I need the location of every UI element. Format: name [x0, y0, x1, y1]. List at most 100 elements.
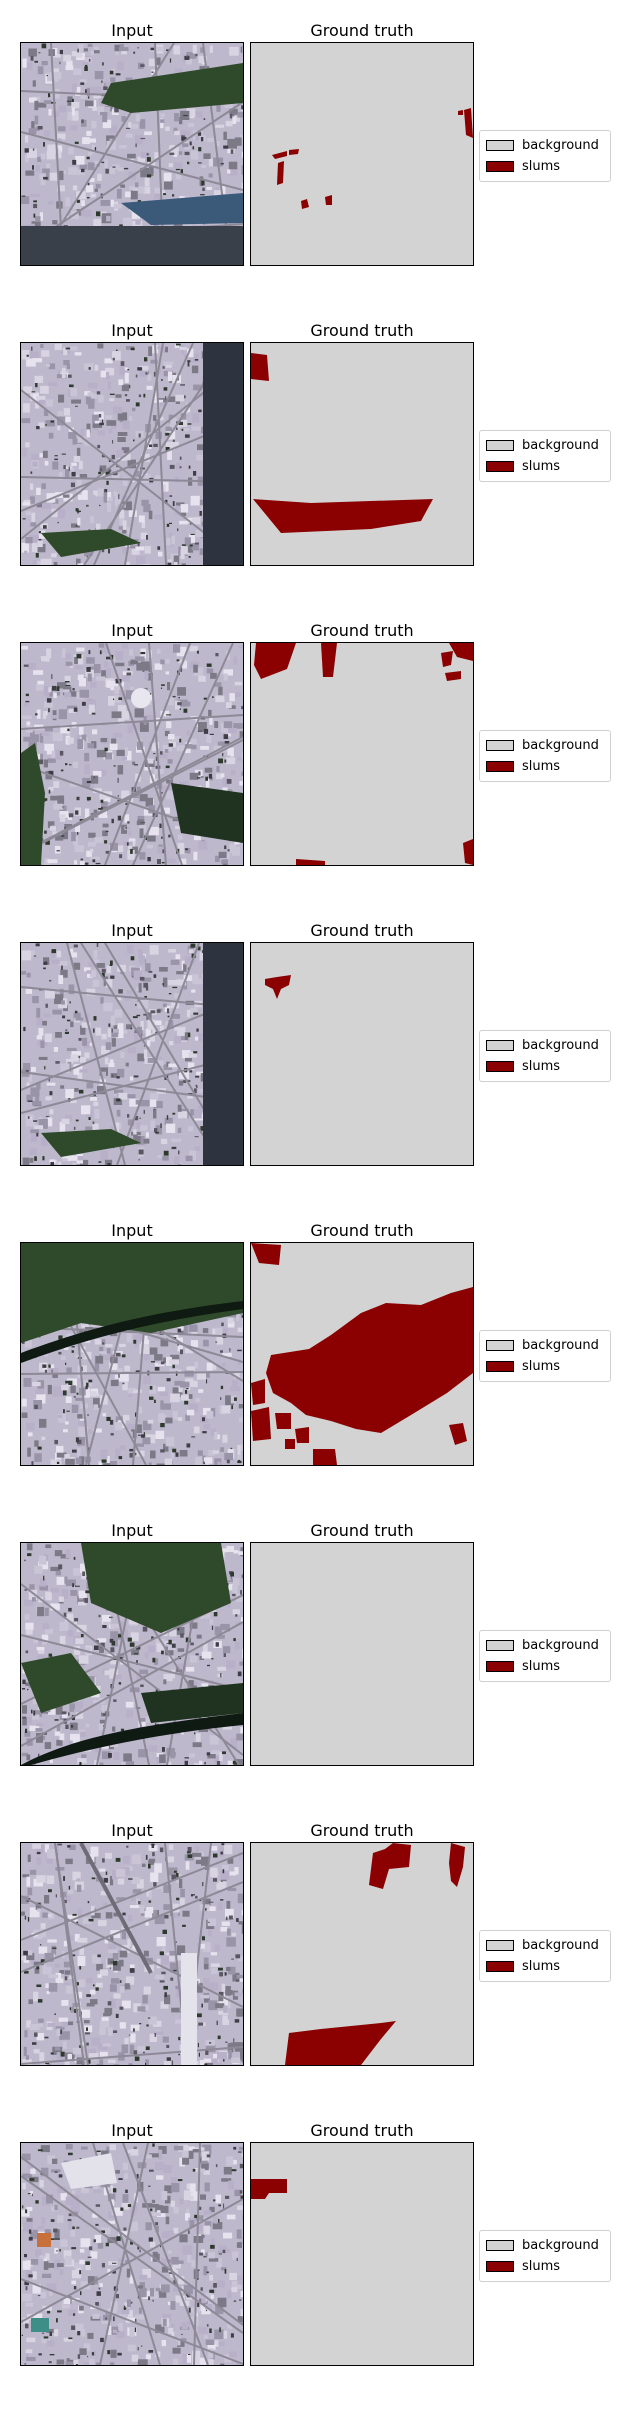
input-image-panel	[20, 42, 244, 266]
slum-region	[285, 1439, 295, 1449]
legend-label: slums	[522, 159, 560, 174]
legend-swatch	[486, 761, 514, 772]
legend-swatch	[486, 2261, 514, 2272]
legend-swatch	[486, 140, 514, 151]
legend-item-slums: slums	[486, 757, 560, 775]
ground-truth-mask	[251, 943, 473, 1165]
ground-truth-panel	[250, 1242, 474, 1466]
ground-truth-title: Ground truth	[250, 1821, 474, 1841]
legend-label: background	[522, 1638, 599, 1653]
ground-truth-title: Ground truth	[250, 2121, 474, 2141]
structure	[181, 1953, 197, 2065]
legend-label: background	[522, 1038, 599, 1053]
legend-swatch	[486, 740, 514, 751]
legend: background slums	[479, 1630, 611, 1682]
legend: background slums	[479, 1030, 611, 1082]
legend-swatch	[486, 1640, 514, 1651]
ground-truth-panel	[250, 1542, 474, 1766]
input-image-panel	[20, 642, 244, 866]
satellite-image	[21, 643, 243, 865]
input-image-panel	[20, 2142, 244, 2366]
input-title: Input	[20, 1521, 244, 1541]
ground-truth-panel	[250, 1842, 474, 2066]
satellite-image	[21, 343, 243, 565]
input-image-panel	[20, 342, 244, 566]
input-title: Input	[20, 2121, 244, 2141]
input-image-panel	[20, 1542, 244, 1766]
slum-region	[251, 1379, 265, 1405]
ground-truth-panel	[250, 342, 474, 566]
ground-truth-title: Ground truth	[250, 1221, 474, 1241]
nodata-area	[21, 226, 243, 265]
input-title: Input	[20, 1821, 244, 1841]
legend-item-slums: slums	[486, 2257, 560, 2275]
legend-label: background	[522, 438, 599, 453]
satellite-image	[21, 43, 243, 265]
legend-item-slums: slums	[486, 1657, 560, 1675]
legend-item-slums: slums	[486, 1357, 560, 1375]
slum-region	[295, 1427, 309, 1443]
roundabout	[131, 688, 151, 708]
legend-item-slums: slums	[486, 1057, 560, 1075]
input-image-panel	[20, 1242, 244, 1466]
input-image-panel	[20, 942, 244, 1166]
legend-swatch	[486, 440, 514, 451]
legend-item-background: background	[486, 136, 599, 154]
legend-swatch	[486, 161, 514, 172]
input-title: Input	[20, 621, 244, 641]
ground-truth-panel	[250, 642, 474, 866]
ground-truth-mask	[251, 1243, 473, 1465]
structure	[37, 2233, 51, 2247]
legend: background slums	[479, 430, 611, 482]
nodata-area	[203, 343, 243, 565]
background-region	[251, 2143, 473, 2365]
legend-swatch	[486, 2240, 514, 2251]
slum-region	[251, 1407, 271, 1441]
satellite-image	[21, 1543, 243, 1765]
legend-swatch	[486, 461, 514, 472]
slum-region	[313, 1449, 337, 1465]
nodata-area	[203, 943, 243, 1165]
legend-item-slums: slums	[486, 457, 560, 475]
legend-label: background	[522, 2238, 599, 2253]
input-title: Input	[20, 921, 244, 941]
background-region	[251, 1543, 473, 1765]
slum-region	[275, 1413, 291, 1429]
legend-label: background	[522, 1338, 599, 1353]
satellite-image	[21, 1843, 243, 2065]
legend-label: background	[522, 138, 599, 153]
legend-swatch	[486, 1661, 514, 1672]
ground-truth-mask	[251, 1843, 473, 2065]
legend-item-background: background	[486, 1636, 599, 1654]
satellite-image	[21, 2143, 243, 2365]
legend-swatch	[486, 1340, 514, 1351]
legend: background slums	[479, 2230, 611, 2282]
legend-swatch	[486, 1940, 514, 1951]
input-title: Input	[20, 321, 244, 341]
slum-region	[251, 353, 269, 381]
legend-item-slums: slums	[486, 157, 560, 175]
ground-truth-title: Ground truth	[250, 321, 474, 341]
ground-truth-mask	[251, 2143, 473, 2365]
satellite-image	[21, 943, 243, 1165]
ground-truth-title: Ground truth	[250, 21, 474, 41]
background-region	[251, 643, 473, 865]
legend-item-background: background	[486, 436, 599, 454]
legend-item-background: background	[486, 1336, 599, 1354]
legend-label: slums	[522, 1059, 560, 1074]
structure	[31, 2318, 49, 2332]
legend-label: slums	[522, 1359, 560, 1374]
legend: background slums	[479, 130, 611, 182]
legend-label: slums	[522, 459, 560, 474]
ground-truth-mask	[251, 343, 473, 565]
ground-truth-title: Ground truth	[250, 1521, 474, 1541]
